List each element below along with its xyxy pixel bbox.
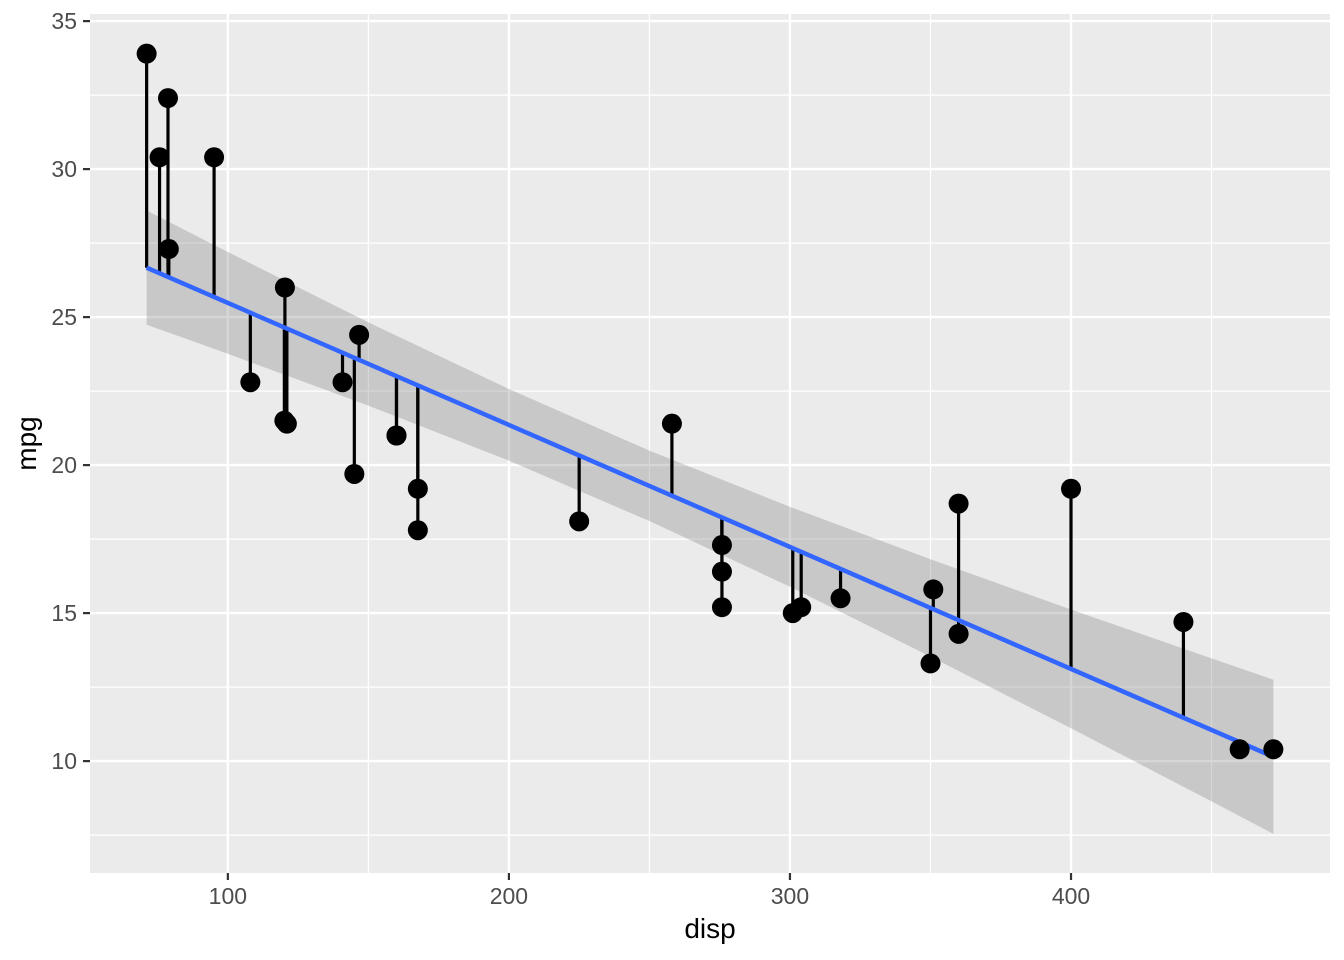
x-axis-tick-labels: 100 200 300 400 xyxy=(209,883,1091,909)
data-point xyxy=(386,425,407,446)
data-point xyxy=(349,324,370,345)
data-point xyxy=(711,597,732,618)
data-point xyxy=(948,623,969,644)
data-point xyxy=(920,653,941,674)
y-tick-label: 10 xyxy=(51,748,77,774)
data-point xyxy=(136,43,157,64)
data-point xyxy=(782,603,803,624)
data-point xyxy=(158,239,179,260)
x-axis-tick-marks xyxy=(226,873,1073,880)
data-point xyxy=(661,413,682,434)
regression-line xyxy=(145,265,1275,759)
data-point xyxy=(407,478,428,499)
confidence-ribbon xyxy=(146,210,1274,834)
x-tick-label: 200 xyxy=(490,883,528,909)
y-tick-label: 35 xyxy=(51,8,77,34)
data-point xyxy=(204,147,225,168)
data-point xyxy=(711,561,732,582)
x-tick-label: 400 xyxy=(1052,883,1090,909)
data-point xyxy=(569,511,590,532)
y-tick-label: 20 xyxy=(51,452,77,478)
data-point xyxy=(332,372,353,393)
data-point xyxy=(711,535,732,556)
data-point xyxy=(923,579,944,600)
y-tick-label: 15 xyxy=(51,600,77,626)
data-point xyxy=(276,413,297,434)
y-tick-label: 25 xyxy=(51,304,77,330)
data-point xyxy=(344,463,365,484)
data-points xyxy=(136,43,1284,760)
y-axis-tick-marks xyxy=(83,20,90,763)
x-tick-label: 100 xyxy=(209,883,247,909)
data-point xyxy=(274,277,295,298)
data-point xyxy=(1263,739,1284,760)
data-point xyxy=(149,147,170,168)
grid-major-lines xyxy=(90,14,1330,873)
data-point xyxy=(407,520,428,541)
y-tick-label: 30 xyxy=(51,156,77,182)
panel-background xyxy=(90,14,1330,873)
data-point xyxy=(1173,611,1194,632)
data-point xyxy=(240,372,261,393)
x-axis-title: disp xyxy=(684,913,735,944)
x-tick-label: 300 xyxy=(771,883,809,909)
y-axis-title: mpg xyxy=(11,416,42,470)
data-point xyxy=(1061,478,1082,499)
data-point xyxy=(1229,739,1250,760)
data-point xyxy=(157,88,178,109)
data-point xyxy=(830,588,851,609)
y-axis-tick-labels: 10 15 20 25 30 35 xyxy=(51,8,77,774)
data-point xyxy=(948,493,969,514)
